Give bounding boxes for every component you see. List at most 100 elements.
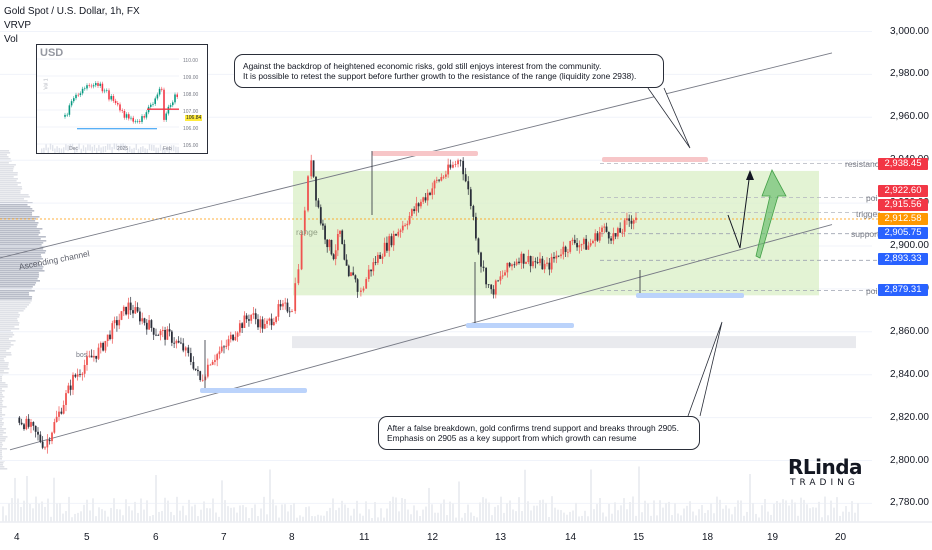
indicator-vrvp[interactable]: VRVP xyxy=(4,20,32,31)
volume-profile-bar xyxy=(0,352,12,354)
volume-bar xyxy=(608,503,610,522)
time-tick-label: 15 xyxy=(633,532,645,543)
volume-bar xyxy=(566,514,568,522)
candle-body xyxy=(603,226,606,228)
usd-inset-plot xyxy=(37,58,179,153)
volume-bar xyxy=(791,499,793,522)
volume-bar xyxy=(677,513,679,522)
volume-profile-bar xyxy=(0,404,3,406)
candle-body xyxy=(367,269,370,280)
volume-profile-bar xyxy=(0,184,18,186)
volume-bar xyxy=(764,499,766,522)
candle-body xyxy=(236,332,239,337)
volume-bar xyxy=(251,507,253,522)
volume-bar xyxy=(734,506,736,522)
volume-profile-bar xyxy=(0,282,37,284)
volume-profile-bar xyxy=(0,280,40,282)
candle-body xyxy=(88,355,91,357)
inset-volume xyxy=(69,144,71,151)
volume-bar xyxy=(89,510,91,522)
candle-body xyxy=(560,254,562,257)
inset-volume xyxy=(80,148,82,153)
candle-body xyxy=(417,203,420,207)
volume-bar xyxy=(14,477,16,522)
volume-bar xyxy=(611,513,613,522)
volume-bar xyxy=(632,496,634,522)
candle-body xyxy=(564,246,567,252)
volume-profile-bar xyxy=(0,384,8,386)
volume-profile-bar xyxy=(0,248,44,250)
volume-bar xyxy=(416,510,418,522)
volume-bar xyxy=(341,500,343,522)
volume-profile-bar xyxy=(0,182,21,184)
volume-bar xyxy=(458,481,460,522)
volume-profile-bar xyxy=(0,284,36,286)
volume-bar xyxy=(263,496,265,522)
inset-volume xyxy=(76,146,78,153)
volume-bar xyxy=(446,515,448,522)
time-tick-label: 19 xyxy=(767,532,779,543)
candle-body xyxy=(32,422,35,426)
volume-bar xyxy=(641,512,643,522)
candle-body xyxy=(347,265,350,277)
candle-body xyxy=(379,254,382,259)
candle-body xyxy=(129,302,132,311)
volume-bar xyxy=(323,515,325,522)
candle-body xyxy=(197,369,199,372)
volume-bar xyxy=(563,512,565,522)
volume-profile-bar xyxy=(0,312,19,314)
price-tick-label: 2,800.00 xyxy=(890,454,929,466)
candle-body xyxy=(294,283,297,312)
volume-bar xyxy=(5,515,7,522)
indicator-vol[interactable]: Vol xyxy=(4,34,18,45)
candle-body xyxy=(452,164,454,168)
volume-bar xyxy=(41,501,43,522)
candle-body xyxy=(513,264,516,266)
candle-body xyxy=(277,304,280,317)
volume-bar xyxy=(803,499,805,522)
callout-bottom-line1: After a false breakdown, gold confirms t… xyxy=(387,423,679,433)
volume-bar xyxy=(173,515,175,522)
volume-bar xyxy=(131,510,133,522)
inset-volume xyxy=(100,147,102,153)
volume-profile-bar xyxy=(0,318,18,320)
volume-bar xyxy=(776,501,778,522)
candle-body xyxy=(268,318,271,321)
inset-volume xyxy=(175,146,177,153)
volume-profile-bar xyxy=(0,250,47,252)
candle-body xyxy=(27,418,30,427)
candle-body xyxy=(598,231,601,241)
volume-profile-bar xyxy=(0,298,32,300)
volume-bar xyxy=(32,508,34,522)
inset-candle xyxy=(103,90,106,92)
candle-body xyxy=(541,258,544,270)
volume-bar xyxy=(314,516,316,522)
volume-profile-bar xyxy=(0,444,3,446)
candle-body xyxy=(37,431,39,435)
time-tick-label: 6 xyxy=(153,532,159,543)
inset-candle xyxy=(125,114,128,118)
volume-bar xyxy=(476,517,478,522)
candle-body xyxy=(438,179,440,181)
inset-candle xyxy=(112,96,115,101)
volume-bar xyxy=(602,512,604,522)
volume-bar xyxy=(488,502,490,522)
volume-profile-bar xyxy=(0,254,41,256)
candle-body xyxy=(601,227,603,232)
volume-profile-bar xyxy=(0,362,9,364)
volume-profile-bar xyxy=(0,340,16,342)
inset-candle xyxy=(130,117,132,119)
inset-candle xyxy=(90,85,93,87)
volume-bar xyxy=(125,499,127,522)
volume-profile-bar xyxy=(0,264,42,266)
candle-body xyxy=(612,233,615,241)
volume-profile-bar xyxy=(0,442,3,444)
volume-profile-bar xyxy=(0,196,30,198)
volume-profile-bar xyxy=(0,310,24,312)
volume-bar xyxy=(833,507,835,522)
inset-candle xyxy=(141,116,143,122)
bos-label: bos xyxy=(76,352,88,359)
volume-bar xyxy=(158,511,160,522)
candle-body xyxy=(232,334,234,341)
